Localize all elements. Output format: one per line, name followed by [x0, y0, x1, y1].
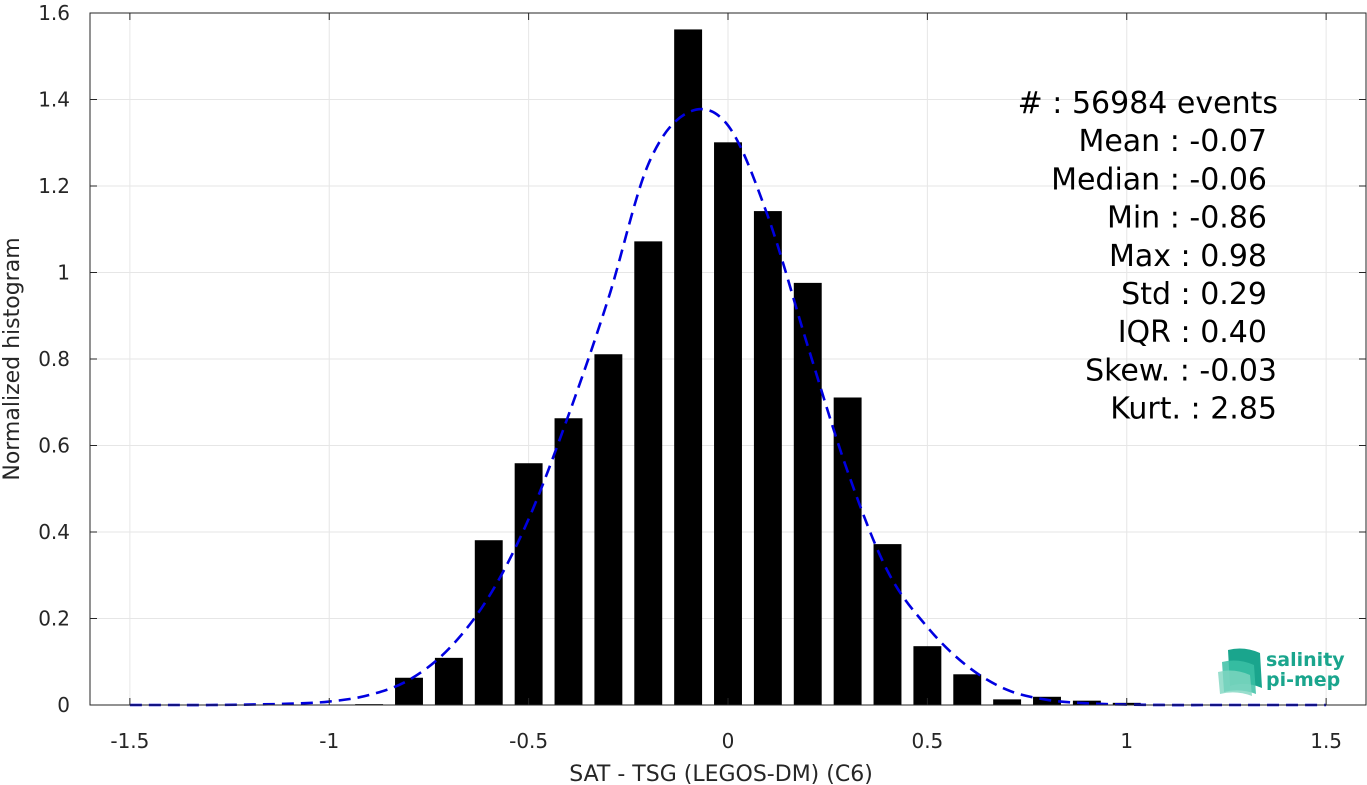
stats-line: Std : 0.29 — [1121, 277, 1267, 312]
stats-line: Kurt. : 2.85 — [1110, 392, 1277, 427]
stats-line: Mean : -0.07 — [1078, 124, 1267, 159]
stats-line: Skew. : -0.03 — [1085, 353, 1277, 388]
stats-line: Min : -0.86 — [1107, 201, 1267, 236]
histogram-bar — [714, 142, 742, 705]
salinity-pi-mep-logo: salinity pi-mep — [1218, 648, 1345, 696]
y-tick-label: 1.4 — [38, 88, 70, 112]
x-tick-label: 0.5 — [911, 729, 943, 753]
histogram-bar — [434, 657, 463, 705]
histogram-bar — [953, 674, 982, 705]
histogram-bar — [833, 397, 862, 705]
y-tick-labels: 0 0.2 0.4 0.6 0.8 1 1.2 1.4 1.6 — [38, 1, 70, 717]
fit-curve-line — [129, 107, 1327, 707]
histogram-bar — [993, 699, 1022, 705]
y-tick-label: 0 — [57, 693, 70, 717]
x-tick-label: -0.5 — [509, 729, 548, 753]
histogram-bars — [355, 29, 1141, 706]
y-tick-label: 0.6 — [38, 434, 70, 458]
logo-line-1: salinity — [1266, 649, 1345, 671]
histogram-bar — [634, 241, 663, 706]
stats-line: IQR : 0.40 — [1118, 315, 1267, 350]
y-tick-label: 0.2 — [38, 607, 70, 631]
histogram-bar — [913, 646, 942, 705]
histogram-bar — [395, 677, 423, 705]
histogram-bar — [514, 463, 543, 705]
x-tick-label: -1 — [319, 729, 339, 753]
y-tick-label: 0.8 — [38, 347, 70, 371]
stats-line: # : 56984 events — [1018, 86, 1278, 121]
y-tick-label: 0.4 — [38, 520, 70, 544]
x-tick-label: 1 — [1120, 729, 1133, 753]
y-tick-label: 1 — [57, 261, 70, 285]
x-axis-label: SAT - TSG (LEGOS-DM) (C6) — [569, 762, 873, 785]
axis-ticks — [90, 12, 1366, 706]
stats-line: Median : -0.06 — [1051, 162, 1267, 197]
histogram-bar — [594, 354, 623, 705]
y-axis-label: Normalized histogram — [0, 237, 25, 480]
x-tick-labels: -1.5 -1 -0.5 0 0.5 1 1.5 — [110, 729, 1342, 753]
stats-line: Max : 0.98 — [1109, 239, 1267, 274]
x-tick-label: 1.5 — [1310, 729, 1342, 753]
logo-waves-icon — [1218, 648, 1262, 696]
histogram-bar — [674, 29, 703, 706]
x-tick-label: 0 — [722, 729, 735, 753]
y-tick-label: 1.2 — [38, 174, 70, 198]
histogram-bar — [753, 211, 782, 705]
histogram-bar — [554, 418, 583, 705]
histogram-bar — [793, 282, 822, 705]
logo-line-2: pi-mep — [1266, 669, 1340, 691]
histogram-bar — [474, 540, 503, 705]
x-tick-label: -1.5 — [110, 729, 149, 753]
y-tick-label: 1.6 — [38, 1, 70, 25]
